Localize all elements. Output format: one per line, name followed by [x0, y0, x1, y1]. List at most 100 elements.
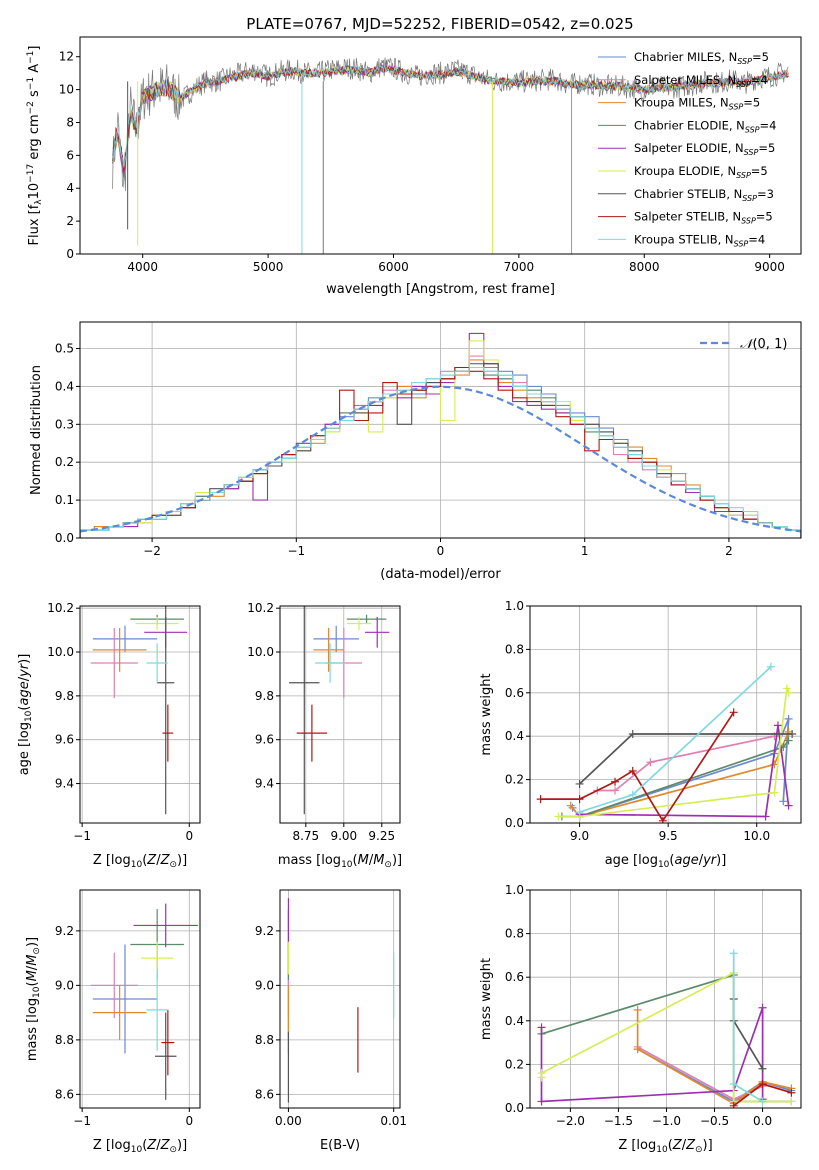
x-axis-label: mass [log10(M/M⊙)]: [278, 853, 402, 870]
y-tick-label: 0.2: [505, 773, 524, 787]
legend-entry: 𝒩(0, 1): [740, 337, 787, 352]
weight-marker: [758, 1003, 767, 1012]
y-tick-label: 0.3: [55, 417, 74, 431]
axes-frame: [79, 36, 802, 255]
x-tick-label: 0.01: [380, 1114, 407, 1128]
y-tick-label: 10.2: [47, 601, 74, 615]
weight-marker: [658, 816, 667, 823]
weight-marker: [537, 1069, 546, 1078]
weight-marker: [729, 708, 738, 717]
weight-series-line: [732, 999, 764, 1070]
legend-entry: Kroupa MILES, NSSP=5: [634, 96, 760, 112]
spectrum-plot: 4000 5000 6000 7000 8000 9000 0 2 4 6 8 10 12 wavelen…: [26, 36, 802, 297]
legend: Chabrier MILES, NSSP=5 Salpeter MILES, NS…: [598, 50, 776, 248]
weight-marker: [537, 1023, 546, 1032]
weight-marker: [766, 662, 775, 671]
weight-marker: [575, 779, 584, 788]
x-tick-label: 0.0: [753, 1114, 772, 1128]
spectrum-model-line: [112, 64, 789, 168]
weight-marker: [758, 1080, 767, 1089]
x-tick-label: 4000: [127, 260, 158, 274]
axes-frame: [529, 605, 802, 824]
y-tick-label: 8.8: [55, 1033, 74, 1047]
x-axis-label: E(B-V): [320, 1138, 360, 1153]
y-tick-label: 0.6: [505, 970, 524, 984]
axes-frame: [279, 605, 401, 824]
legend-entry: Chabrier ELODIE, NSSP=4: [634, 118, 776, 134]
weight-marker: [787, 1097, 796, 1106]
y-tick-label: 0.2: [55, 455, 74, 469]
weight-marker: [611, 786, 620, 795]
y-tick-label: 12: [59, 50, 74, 64]
x-axis-label: (data-model)/error: [380, 567, 501, 582]
x-tick-label: −1: [73, 1114, 91, 1128]
legend-entry: Chabrier MILES, NSSP=5: [634, 50, 769, 66]
legend-entry: Salpeter ELODIE, NSSP=5: [634, 141, 775, 157]
mass-vs-metallicity-plot: −1 0 8.6 8.8 9.0 9.2 Z [log10(Z/Z⊙)] mass [log1…: [25, 889, 201, 1155]
y-tick-label: 9.4: [255, 777, 274, 791]
weight-marker: [729, 1101, 738, 1108]
mass-weight-vs-metallicity-plot: −2.0 −1.5 −1.0 −0.5 0.0 0.0 0.2 0.4 0.6 0.8 1.0 Z […: [479, 883, 802, 1155]
x-tick-label: 0: [185, 829, 193, 843]
x-tick-label: −2: [143, 544, 161, 558]
grid-lines: [280, 606, 400, 823]
x-tick-label: 9.0: [570, 829, 589, 843]
y-tick-label: 0.8: [505, 927, 524, 941]
y-tick-label: 0: [66, 247, 74, 261]
y-tick-label: 10.2: [247, 601, 274, 615]
weight-series-line: [597, 735, 775, 792]
y-axis-label: mass weight: [479, 673, 494, 755]
grid-lines: [80, 606, 200, 823]
weight-series-line: [579, 725, 790, 818]
weight-marker: [788, 730, 797, 739]
axes-frame: [79, 321, 802, 539]
legend-entry: Kroupa ELODIE, NSSP=5: [634, 164, 768, 180]
weight-marker: [784, 688, 793, 697]
y-tick-label: 9.6: [55, 733, 74, 747]
weight-series-line: [637, 1046, 763, 1101]
x-tick-label: 10.0: [743, 829, 770, 843]
x-tick-label: 7000: [504, 260, 535, 274]
y-axis-label: mass weight: [479, 958, 494, 1040]
axes-frame: [279, 889, 401, 1109]
gaussian-reference-curve: [80, 385, 801, 533]
y-tick-label: 0.4: [55, 379, 74, 393]
x-tick-label: 9000: [754, 260, 785, 274]
y-tick-label: 10: [59, 83, 74, 97]
weight-marker: [773, 721, 782, 730]
y-axis-label: Normed distribution: [29, 365, 44, 495]
x-tick-label: 9.00: [330, 829, 357, 843]
weight-marker: [784, 736, 793, 745]
weight-marker: [628, 730, 637, 739]
y-tick-label: 9.2: [255, 924, 274, 938]
weight-marker: [611, 777, 620, 786]
residuals-histogram-plot: −2 −1 0 1 2 0.0 0.1 0.2 0.3 0.4 0.5 𝒩(0, 1) (data-mo…: [29, 321, 802, 582]
legend-entry: Salpeter STELIB, NSSP=5: [634, 210, 773, 226]
weight-marker: [575, 795, 584, 804]
weight-marker: [536, 795, 545, 804]
y-tick-label: 10.0: [47, 645, 74, 659]
x-tick-label: −1: [287, 544, 305, 558]
weight-marker: [761, 812, 770, 821]
y-tick-label: 9.4: [55, 777, 74, 791]
y-tick-label: 9.2: [55, 924, 74, 938]
weight-marker: [784, 801, 793, 810]
weight-marker: [554, 812, 563, 821]
weight-marker: [633, 1005, 642, 1014]
weight-marker: [782, 684, 791, 693]
age-vs-metallicity-plot: −1 0 9.4 9.6 9.8 10.0 10.2 Z [log10(Z/Z⊙)] age […: [17, 601, 201, 870]
x-axis-label: Z [log10(Z/Z⊙)]: [93, 853, 187, 870]
grid-lines: [530, 605, 801, 824]
x-tick-label: 8000: [629, 260, 660, 274]
y-tick-label: 2: [66, 214, 74, 228]
x-tick-label: 2: [725, 544, 733, 558]
weight-marker: [646, 758, 655, 767]
x-axis-label: age [log10(age/yr)]: [605, 853, 727, 870]
legend-entry: Chabrier STELIB, NSSP=3: [634, 187, 774, 203]
y-tick-label: 8.6: [255, 1087, 274, 1101]
x-tick-label: −2.0: [556, 1114, 585, 1128]
grid-lines: [280, 890, 400, 1108]
x-tick-label: −0.5: [700, 1114, 729, 1128]
x-tick-label: 5000: [253, 260, 284, 274]
